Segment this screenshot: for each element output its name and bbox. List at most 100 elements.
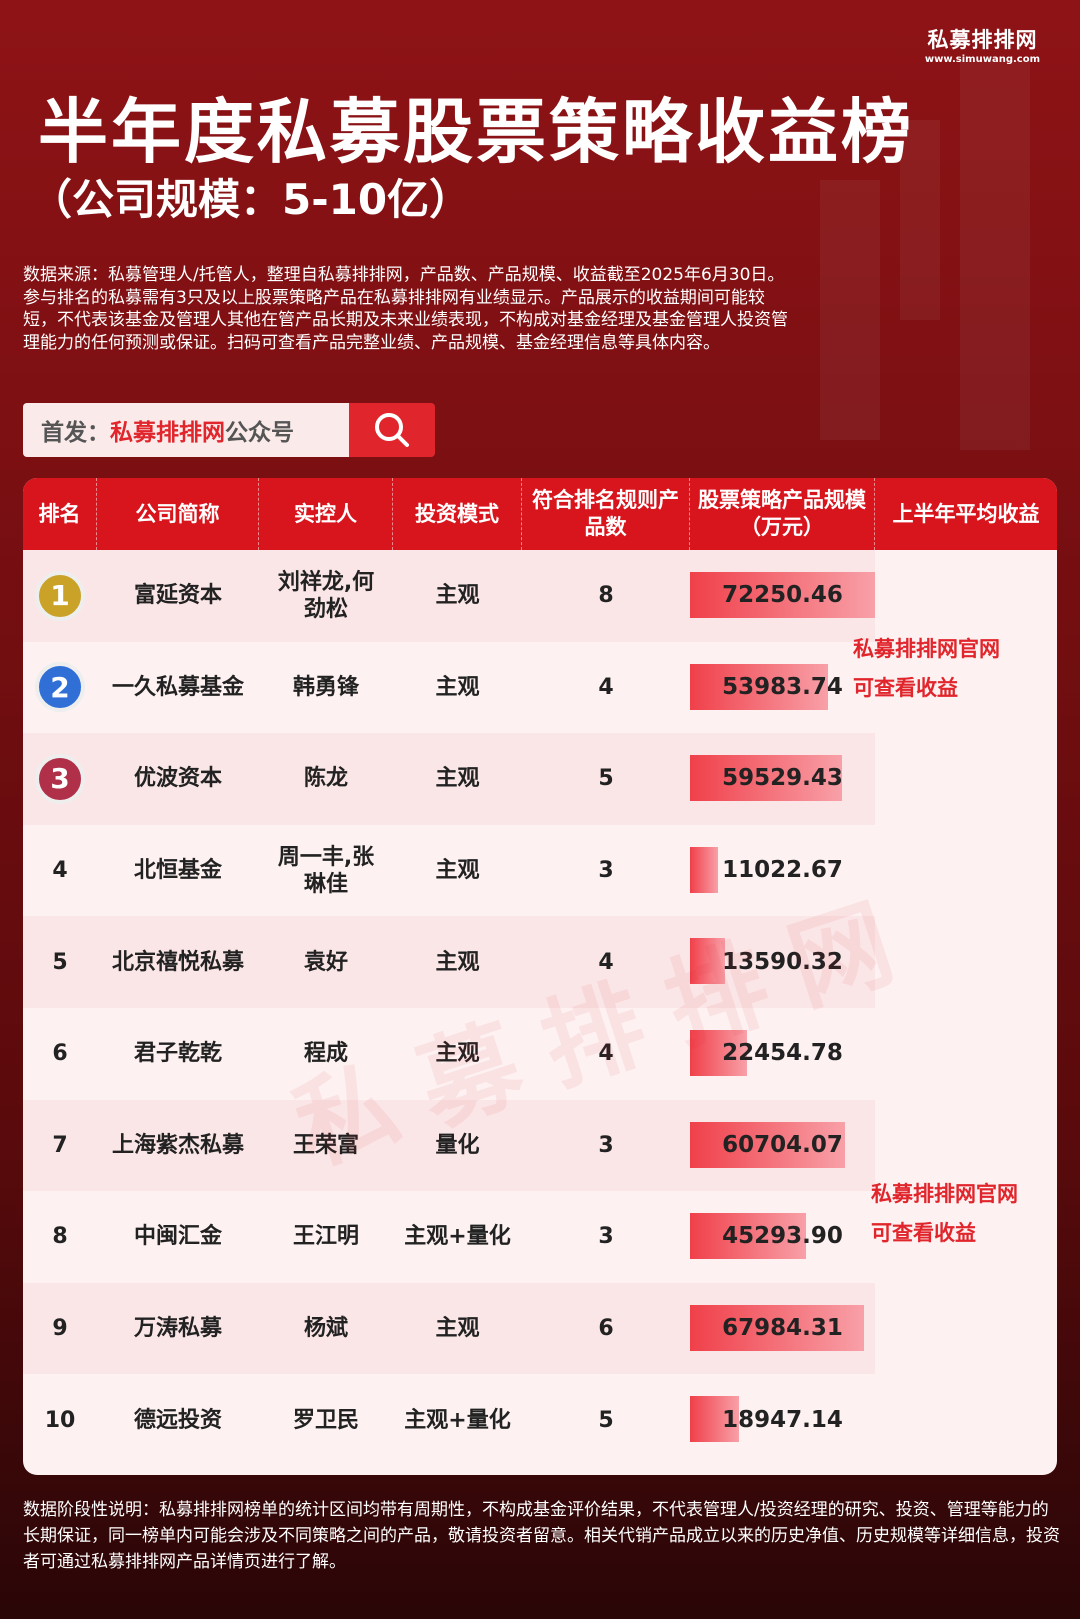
- return-note: 私募排排网官网 可查看收益: [871, 1182, 1018, 1245]
- count-cell: 6: [522, 1282, 690, 1375]
- size-cell: 59529.43: [690, 733, 875, 825]
- count-cell: 4: [598, 674, 614, 700]
- return-note: 私募排排网官网 可查看收益: [853, 637, 1000, 700]
- count-cell: 5: [522, 733, 690, 825]
- rank-cell: 4: [52, 858, 68, 884]
- search-button[interactable]: [349, 403, 435, 457]
- table-row: 7 上海紫杰私募 王荣富 量化 3 60704.07: [23, 1099, 1057, 1192]
- size-cell: 67984.31: [690, 1282, 875, 1375]
- count-cell: 3: [598, 1224, 614, 1250]
- mode-cell: 主观: [393, 916, 522, 1008]
- controller-cell: 韩勇锋: [292, 674, 359, 700]
- table-row: 8 中闽汇金 王江明 主观+量化 3 45293.90: [23, 1191, 1057, 1283]
- company-cell: 优波资本: [97, 733, 259, 825]
- count-cell: 4: [522, 916, 690, 1008]
- controller-cell: 程成: [303, 1041, 348, 1067]
- rank-cell: 6: [52, 1041, 68, 1067]
- return-cell: [875, 550, 1057, 642]
- company-cell: 中闽汇金: [133, 1224, 222, 1250]
- size-cell: 60704.07: [690, 1099, 875, 1192]
- size-bar: [690, 846, 719, 893]
- count-cell: 3: [598, 858, 614, 884]
- count-cell: 8: [522, 550, 690, 642]
- table-row: 1 富延资本 刘祥龙,何劲松 主观 8 72250.46: [23, 550, 1057, 642]
- size-bar: [690, 1029, 748, 1076]
- company-cell: 富延资本: [97, 550, 259, 642]
- controller-cell: 陈龙: [259, 733, 393, 825]
- rank-cell: 5: [23, 916, 97, 1008]
- controller-cell: 王江明: [292, 1224, 359, 1250]
- company-cell: 君子乾乾: [133, 1041, 222, 1067]
- mode-cell: 主观+量化: [404, 1224, 511, 1250]
- size-bar: [690, 755, 843, 802]
- table-row: 6 君子乾乾 程成 主观 4 22454.78: [23, 1008, 1057, 1100]
- size-cell: 72250.46: [690, 550, 875, 642]
- size-bar: [690, 1213, 806, 1260]
- return-cell: [875, 733, 1057, 825]
- table-row: 5 北京禧悦私募 袁好 主观 4 13590.32: [23, 916, 1057, 1008]
- mode-cell: 主观: [393, 733, 522, 825]
- size-bar: [690, 1396, 739, 1443]
- controller-cell: 罗卫民: [292, 1407, 359, 1433]
- background-decoration: [820, 180, 880, 440]
- return-cell: [875, 1283, 1057, 1375]
- medal-icon: 3: [35, 753, 85, 804]
- rank-cell: 7: [23, 1099, 97, 1192]
- search-icon: [375, 413, 409, 447]
- rank-cell: 3: [23, 733, 97, 825]
- size-bar: [690, 663, 829, 710]
- table-row: 9 万涛私募 杨斌 主观 6 67984.31: [23, 1282, 1057, 1375]
- size-bar: [690, 938, 725, 985]
- table-header: 排名 公司简称 实控人 投资模式 符合排名规则产品数 股票策略产品规模（万元） …: [23, 478, 1057, 550]
- page-subtitle: （公司规模：5-10亿）: [30, 175, 472, 224]
- size-cell: 45293.90: [690, 1191, 875, 1283]
- size-cell: 11022.67: [690, 825, 875, 917]
- table-row: 10 德远投资 罗卫民 主观+量化 5 18947.14: [23, 1374, 1057, 1466]
- medal-icon: 2: [35, 662, 85, 713]
- size-bar: [690, 1121, 846, 1168]
- count-cell: 5: [598, 1407, 614, 1433]
- company-cell: 北恒基金: [133, 858, 222, 884]
- company-cell: 万涛私募: [97, 1282, 259, 1375]
- rank-cell: 2: [23, 642, 97, 734]
- size-cell: 18947.14: [690, 1374, 875, 1466]
- count-cell: 4: [598, 1041, 614, 1067]
- company-cell: 北京禧悦私募: [97, 916, 259, 1008]
- size-bar: [690, 1304, 865, 1351]
- mode-cell: 主观: [435, 858, 480, 884]
- medal-icon: 1: [35, 570, 85, 621]
- search-label: 首发： 私募排排网 公众号: [23, 403, 349, 457]
- size-cell: 53983.74: [690, 642, 875, 734]
- mode-cell: 量化: [393, 1099, 522, 1192]
- controller-cell: 杨斌: [259, 1282, 393, 1375]
- rank-cell: 8: [52, 1224, 68, 1250]
- ranking-table: 排名 公司简称 实控人 投资模式 符合排名规则产品数 股票策略产品规模（万元） …: [23, 478, 1057, 1475]
- logo: 私募排排网 www.simuwang.com: [924, 28, 1040, 65]
- controller-cell: 袁好: [259, 916, 393, 1008]
- mode-cell: 主观: [435, 674, 480, 700]
- return-cell: [875, 1374, 1057, 1466]
- disclaimer: 数据来源：私募管理人/托管人，整理自私募排排网，产品数、产品规模、收益截至202…: [23, 265, 788, 353]
- mode-cell: 主观: [393, 550, 522, 642]
- size-cell: 22454.78: [690, 1008, 875, 1100]
- table-row: 4 北恒基金 周一丰,张琳佳 主观 3 11022.67: [23, 825, 1057, 917]
- mode-cell: 主观: [435, 1041, 480, 1067]
- background-decoration: [960, 60, 1030, 450]
- count-cell: 3: [522, 1099, 690, 1192]
- controller-cell: 周一丰,张琳佳: [277, 844, 375, 897]
- company-cell: 上海紫杰私募: [97, 1099, 259, 1192]
- controller-cell: 王荣富: [259, 1099, 393, 1192]
- rank-cell: 10: [44, 1407, 76, 1433]
- background-decoration: [900, 120, 940, 320]
- company-cell: 德远投资: [133, 1407, 222, 1433]
- rank-cell: 9: [23, 1282, 97, 1375]
- search-bar[interactable]: 首发： 私募排排网 公众号: [23, 403, 435, 457]
- page-title: 半年度私募股票策略收益榜: [38, 91, 914, 173]
- mode-cell: 主观: [393, 1282, 522, 1375]
- rank-cell: 1: [23, 550, 97, 642]
- company-cell: 一久私募基金: [111, 674, 244, 700]
- size-cell: 13590.32: [690, 916, 875, 1008]
- footer-note: 数据阶段性说明：私募排排网榜单的统计区间均带有周期性，不构成基金评价结果，不代表…: [23, 1500, 1060, 1572]
- table-row: 2 一久私募基金 韩勇锋 主观 4 53983.74: [23, 642, 1057, 734]
- return-cell: [875, 1008, 1057, 1100]
